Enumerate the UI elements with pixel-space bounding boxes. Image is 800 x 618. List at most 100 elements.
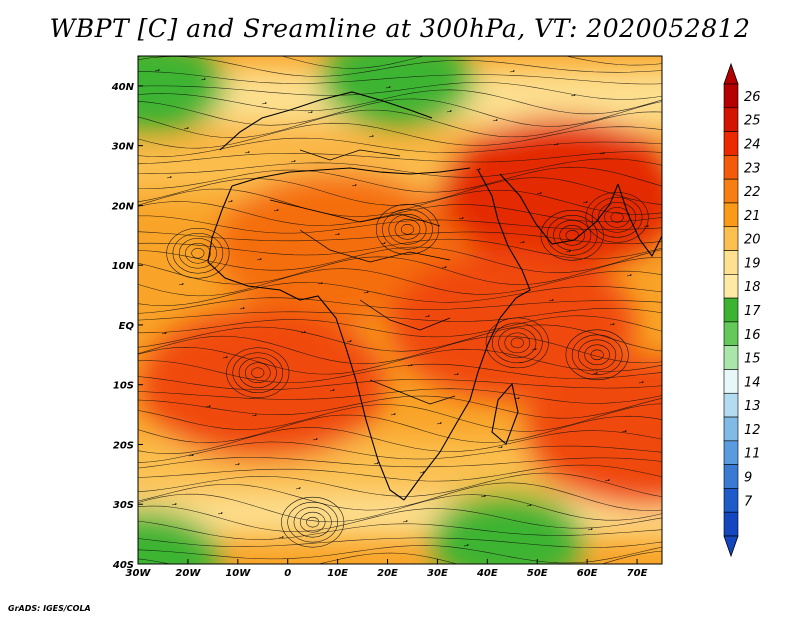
flow-arrow — [363, 291, 369, 294]
field-region-warm-southeast-indian — [523, 356, 662, 509]
flow-arrow — [621, 430, 627, 433]
flow-arrow — [609, 323, 615, 326]
colorbar-bottom-arrow — [723, 535, 739, 558]
x-tick-label: 30E — [427, 568, 448, 579]
flow-arrow — [300, 331, 306, 334]
flow-arrow — [351, 184, 357, 187]
flow-arrow — [604, 479, 610, 482]
colorbar-label: 26 — [744, 90, 761, 105]
wbpt-field — [138, 56, 662, 564]
flow-arrow — [161, 332, 167, 335]
colorbar-label: 19 — [744, 256, 761, 271]
flow-arrow — [244, 151, 250, 154]
flow-arrow — [497, 446, 503, 449]
flow-arrow — [261, 102, 267, 105]
flow-arrow — [424, 315, 430, 318]
y-tick-label: 20S — [113, 440, 134, 451]
field-region-warm-south-atlantic — [139, 308, 387, 461]
vortex — [281, 496, 345, 548]
colorbar-swatch — [723, 226, 739, 251]
flow-arrow — [273, 209, 279, 212]
coast-africa-east — [403, 169, 531, 501]
flow-arrow — [463, 544, 469, 547]
flow-arrow — [419, 471, 425, 474]
flow-arrow — [290, 160, 296, 163]
colorbar-label: 15 — [744, 352, 761, 367]
flow-arrow — [317, 282, 323, 285]
flow-arrow — [587, 528, 593, 531]
coast-mediterranean — [231, 167, 471, 187]
flow-arrow — [509, 70, 515, 73]
colorbar-label: 18 — [744, 280, 761, 295]
map-frame — [137, 55, 663, 565]
colorbar-label: 17 — [744, 304, 761, 319]
flow-arrow — [570, 94, 576, 97]
flow-arrow — [475, 168, 481, 171]
map-title: WBPT [C] and Sreamline at 300hPa, VT: 20… — [49, 14, 751, 43]
flow-arrow — [638, 381, 644, 384]
flow-arrow — [599, 152, 605, 155]
colorbar-swatch — [723, 83, 739, 109]
flow-arrow — [441, 266, 447, 269]
flow-arrow — [200, 78, 206, 81]
x-tick-label: 60E — [577, 568, 598, 579]
flow-arrow — [548, 299, 554, 302]
x-tick-label: 20W — [175, 568, 201, 579]
flow-arrow — [312, 438, 318, 441]
flow-arrow — [458, 217, 464, 220]
colorbar-swatch — [723, 488, 739, 513]
flow-arrow — [178, 283, 184, 286]
flow-arrow — [222, 356, 228, 359]
colorbar-label: 22 — [744, 185, 761, 200]
x-tick-label: 10W — [225, 568, 251, 579]
flow-arrow — [531, 348, 537, 351]
field-region-green-southeast — [429, 492, 586, 564]
flow-arrow — [334, 233, 340, 236]
y-axis: 40N 30N 20N 10N EQ 10S 20S 30S 40S — [111, 82, 143, 571]
colorbar-top-arrow — [723, 62, 739, 85]
y-tick-label: 10N — [112, 261, 135, 272]
flow-arrow — [565, 250, 571, 253]
colorbar: 26 25 24 23 22 21 20 19 18 17 16 15 14 13 12 11 9 7 — [723, 62, 761, 558]
flow-arrow — [166, 176, 172, 179]
streamlines — [138, 56, 662, 564]
grads-credit: GrADS: IGES/COLA — [8, 604, 91, 613]
flow-arrow — [251, 414, 257, 417]
y-tick-label: 40N — [111, 82, 135, 93]
flow-arrow — [205, 405, 211, 408]
flow-arrow — [592, 372, 598, 375]
flow-arrow — [368, 135, 374, 138]
field-region-warm-band-north-africa — [214, 171, 462, 324]
border-3 — [359, 299, 451, 331]
border-5 — [299, 149, 401, 161]
flow-arrow — [278, 536, 284, 539]
vortex — [485, 317, 549, 369]
coast-africa-west — [207, 185, 405, 501]
vortex — [226, 347, 290, 399]
colorbar-swatch — [723, 107, 739, 132]
flow-arrow — [536, 192, 542, 195]
field-region-green-northwest — [138, 56, 226, 134]
flow-arrow — [407, 364, 413, 367]
field-region-green-southwest — [138, 510, 221, 564]
colorbar-swatch — [723, 178, 739, 204]
colorbar-label: 14 — [744, 375, 761, 390]
flow-arrow — [329, 389, 335, 392]
flow-arrow — [234, 463, 240, 466]
colorbar-label: 11 — [744, 447, 761, 462]
field-region-hot-arabia — [438, 117, 662, 270]
flow-arrow — [188, 454, 194, 457]
border-1 — [269, 199, 441, 227]
y-tick-label: EQ — [119, 321, 135, 332]
coast-arabia — [499, 173, 619, 245]
coastlines — [207, 91, 662, 501]
x-tick-label: 70E — [627, 568, 648, 579]
flow-arrow — [643, 225, 649, 228]
colorbar-swatch — [723, 131, 739, 156]
colorbar-label: 16 — [744, 328, 761, 343]
flow-arrow — [183, 127, 189, 130]
colorbar-swatch — [723, 274, 739, 299]
flow-arrow — [239, 307, 245, 310]
flow-arrow — [256, 258, 262, 261]
